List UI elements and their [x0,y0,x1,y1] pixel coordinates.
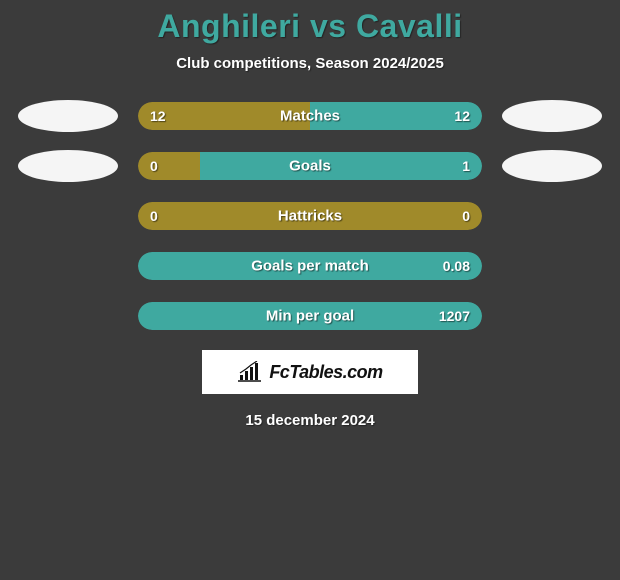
stat-bar-right [200,152,482,180]
page-title: Anghileri vs Cavalli [0,8,620,45]
stat-row: Goals 0 1 [0,150,620,182]
stat-value-left: 12 [150,108,166,124]
stat-value-right: 0 [462,208,470,224]
logo-text: FcTables.com [269,362,382,383]
stat-bar: Hattricks 0 0 [138,202,482,230]
stat-row: Min per goal 1207 [0,300,620,332]
stat-label: Goals per match [251,258,369,275]
stat-value-right: 1207 [439,308,470,324]
player-right-badge [502,100,602,132]
player-right-badge [502,150,602,182]
subtitle: Club competitions, Season 2024/2025 [0,55,620,72]
stat-value-right: 0.08 [443,258,470,274]
stats-section: Matches 12 12 Goals 0 1 Hattricks 0 0 Goals per m… [0,100,620,332]
logo-box: FcTables.com [202,350,418,394]
stat-value-right: 12 [454,108,470,124]
stat-value-right: 1 [462,158,470,174]
stat-row: Goals per match 0.08 [0,250,620,282]
stat-label: Min per goal [266,308,354,325]
stat-value-left: 0 [150,158,158,174]
stat-bar: Min per goal 1207 [138,302,482,330]
stat-label: Hattricks [278,208,342,225]
stat-value-left: 0 [150,208,158,224]
stat-bar: Goals per match 0.08 [138,252,482,280]
bar-chart-icon [237,361,265,383]
stat-bar: Matches 12 12 [138,102,482,130]
player-left-badge [18,100,118,132]
stat-label: Matches [280,108,340,125]
stat-label: Goals [289,158,331,175]
comparison-infographic: Anghileri vs Cavalli Club competitions, … [0,0,620,429]
stat-bar-left [138,152,200,180]
date-label: 15 december 2024 [0,412,620,429]
stat-row: Hattricks 0 0 [0,200,620,232]
player-left-badge [18,150,118,182]
stat-bar: Goals 0 1 [138,152,482,180]
stat-row: Matches 12 12 [0,100,620,132]
